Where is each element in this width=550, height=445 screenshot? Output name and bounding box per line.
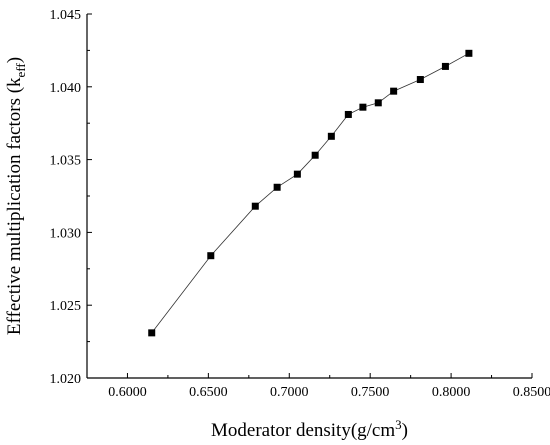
y-axis-title: Effective multiplication factors (keff) (4, 57, 28, 335)
y-tick-label: 1.030 (50, 226, 82, 241)
data-point (311, 151, 319, 159)
y-tick-label: 1.045 (50, 8, 82, 23)
series-line (151, 52, 470, 334)
y-tick-label: 1.020 (50, 372, 82, 387)
x-tick-label: 0.6000 (108, 385, 147, 400)
x-tick-label: 0.8000 (432, 385, 471, 400)
x-axis-title: Moderator density(g/cm3) (211, 417, 408, 441)
data-point (293, 170, 301, 178)
y-tick-label: 1.035 (50, 154, 82, 169)
data-point (327, 132, 335, 140)
y-tick-label: 1.040 (50, 81, 82, 96)
y-tick-label: 1.025 (50, 299, 82, 314)
data-point (416, 76, 424, 84)
data-point (465, 49, 473, 57)
x-tick-label: 0.7500 (351, 385, 390, 400)
x-tick-label: 0.7000 (270, 385, 309, 400)
x-tick-label: 0.8500 (513, 385, 550, 400)
data-series (148, 49, 473, 337)
data-point (273, 183, 281, 191)
axes: 0.6000 0.6500 0.7000 0.7500 0.8000 0.8500 1.02… (50, 8, 550, 400)
data-point (344, 110, 352, 118)
data-point (390, 87, 398, 95)
x-tick-label: 0.6500 (189, 385, 228, 400)
data-point (374, 99, 382, 107)
data-point (359, 103, 367, 111)
data-point (251, 202, 259, 210)
data-point (207, 252, 215, 260)
data-point (148, 329, 156, 337)
data-point (441, 62, 449, 70)
